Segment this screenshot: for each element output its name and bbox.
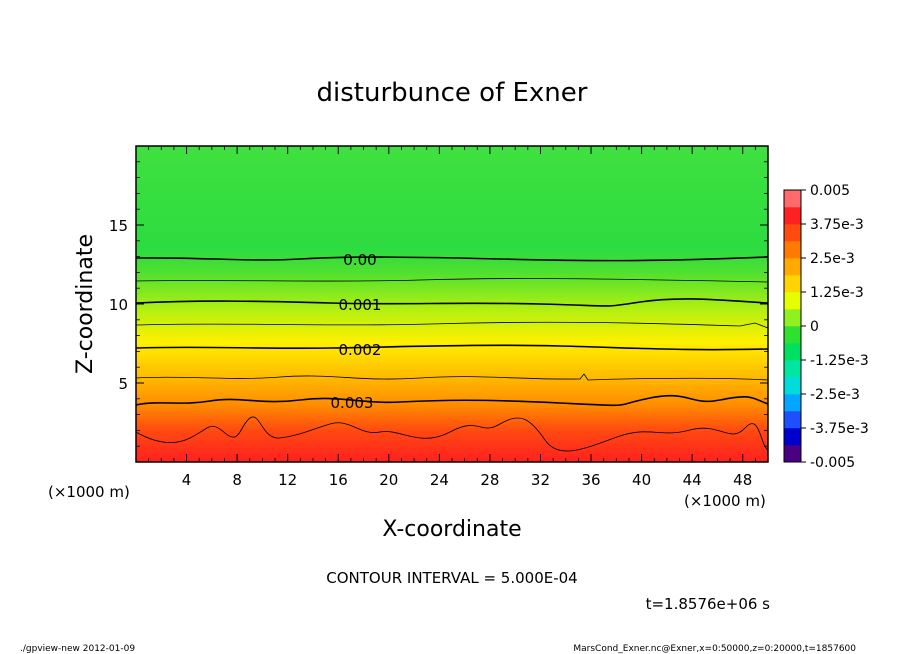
colorbar-segment: [784, 428, 801, 446]
colorbar-segment: [784, 241, 801, 259]
colorbar-segment: [784, 190, 801, 208]
colorbar-segment: [784, 411, 801, 429]
colorbar-segment: [784, 360, 801, 378]
x-tick-label: 44: [683, 471, 702, 489]
x-tick-label: 48: [733, 471, 752, 489]
x-tick-label: 8: [232, 471, 242, 489]
x-tick-label: 20: [379, 471, 398, 489]
contour-line-0.0035: [136, 416, 768, 452]
colorbar-segment: [784, 258, 801, 276]
x-tick-label: 28: [480, 471, 499, 489]
x-tick-label: 32: [531, 471, 550, 489]
colorbar-segment: [784, 343, 801, 361]
contour-line-0.0015: [136, 321, 768, 329]
y-tick-label: 5: [118, 375, 128, 393]
x-axis: 4 8 12 16 20 24 28 32 36 40 44 48: [148, 146, 756, 489]
contour-line-0.0025: [136, 373, 768, 381]
y-axis: 5 10 15: [109, 161, 768, 447]
x-axis-label: X-coordinate: [382, 517, 521, 542]
colorbar-segment: [784, 394, 801, 412]
colorbar-segment: [784, 445, 801, 463]
plot-area: 0.00 0.001 0.002 0.003: [135, 145, 769, 463]
footer-left: ./gpview-new 2012-01-09: [20, 644, 135, 654]
contour-labels: 0.00 0.001 0.002 0.003: [331, 251, 382, 412]
x-tick-label: 12: [278, 471, 297, 489]
colorbar-segment: [784, 207, 801, 225]
contour-interval: CONTOUR INTERVAL = 5.000E-04: [326, 569, 577, 587]
chart-title: disturbunce of Exner: [317, 78, 588, 108]
footer-right: MarsCond_Exner.nc@Exner,x=0:50000,z=0:20…: [573, 644, 856, 654]
contour-lines: [136, 256, 768, 452]
contour-line-0.0005: [136, 278, 768, 283]
colorbar-segment: [784, 326, 801, 344]
colorbar-tick-label: -1.25e-3: [810, 353, 869, 369]
colorbar-segment: [784, 224, 801, 242]
colorbar-tick-label: 3.75e-3: [810, 217, 864, 233]
y-tick-label: 10: [109, 296, 128, 314]
x-tick-label: 24: [430, 471, 449, 489]
contour-label: 0.001: [339, 296, 382, 314]
contour-line-0.003: [136, 394, 768, 407]
contour-line-0.001: [136, 298, 768, 307]
x-unit-left: (×1000 m): [48, 483, 130, 501]
y-axis-label: Z-coordinate: [73, 234, 98, 374]
colorbar: 0.005 3.75e-3 2.5e-3 1.25e-3 0 -1.25e-3 -2.5e-…: [783, 183, 869, 471]
x-tick-label: 16: [329, 471, 348, 489]
y-tick-label: 15: [109, 217, 128, 235]
colorbar-segment: [784, 275, 801, 293]
x-tick-label: 4: [182, 471, 192, 489]
contour-line-0.002: [136, 344, 768, 351]
colorbar-segment: [784, 377, 801, 395]
x-tick-label: 36: [581, 471, 600, 489]
contour-label: 0.00: [343, 251, 376, 269]
colorbar-segment: [784, 292, 801, 310]
colorbar-segment: [784, 309, 801, 327]
colorbar-tick-label: 0.005: [810, 183, 850, 199]
colorbar-tick-label: -3.75e-3: [810, 421, 869, 437]
x-unit-right: (×1000 m): [684, 492, 766, 510]
colorbar-tick-label: 2.5e-3: [810, 251, 855, 267]
contour-label: 0.003: [331, 394, 374, 412]
time-label: t=1.8576e+06 s: [646, 595, 771, 613]
contour-label: 0.002: [339, 341, 382, 359]
colorbar-tick-label: -0.005: [810, 455, 855, 471]
x-tick-label: 40: [632, 471, 651, 489]
colorbar-tick-label: 1.25e-3: [810, 285, 864, 301]
colorbar-tick-label: -2.5e-3: [810, 387, 860, 403]
colorbar-tick-label: 0: [810, 319, 819, 335]
contour-line-0.000: [136, 256, 768, 262]
